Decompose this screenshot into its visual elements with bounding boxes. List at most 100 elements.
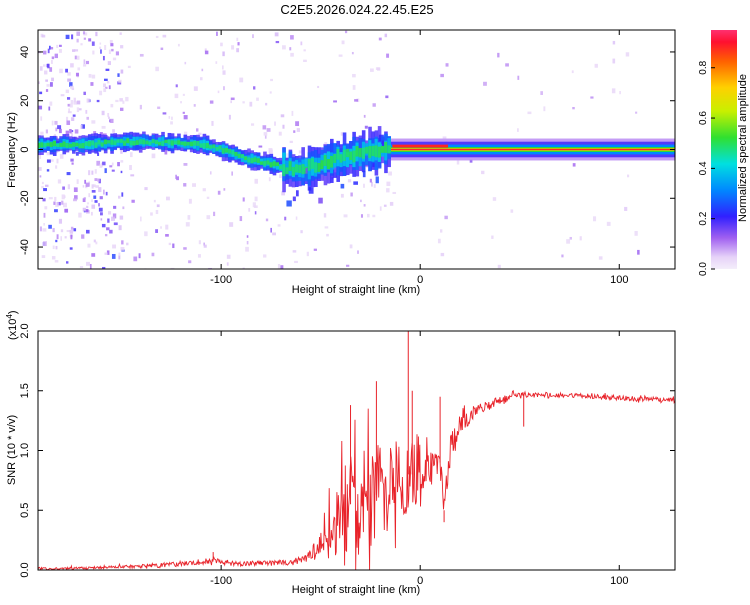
spec-ridge-cell-827 bbox=[212, 144, 216, 149]
spec-noise-cell-382 bbox=[369, 178, 372, 183]
spec-ridge-cell-851 bbox=[231, 150, 235, 155]
spec-noise-cell-504 bbox=[360, 199, 362, 203]
spec-noise-cell-177 bbox=[106, 80, 110, 84]
spec-noise-cell-318 bbox=[55, 165, 58, 169]
spec-noise-cell-396 bbox=[284, 216, 287, 221]
spec-noise-cell-203 bbox=[104, 168, 107, 174]
spec-noise-cell-470 bbox=[256, 97, 259, 101]
spec-noise-cell-525 bbox=[69, 103, 73, 108]
spec-noise-cell-415 bbox=[491, 235, 494, 239]
spec-noise-cell-557 bbox=[203, 244, 207, 248]
spec-noise-cell-593 bbox=[168, 242, 172, 246]
spec-noise-cell-366 bbox=[151, 252, 155, 257]
spec-noise-cell-185 bbox=[130, 174, 135, 177]
spec-noise-cell-423 bbox=[274, 121, 276, 126]
spec-noise-cell-59 bbox=[217, 90, 220, 94]
spec-noise-cell-590 bbox=[77, 67, 81, 71]
spec-ridge-cell-739 bbox=[142, 139, 146, 145]
spec-noise-cell-69 bbox=[162, 112, 167, 115]
spec-noise-cell-269 bbox=[115, 51, 120, 56]
spec-ridge-cell-1003 bbox=[345, 148, 350, 158]
spec-noise-cell-202 bbox=[263, 254, 267, 258]
spec-noise-cell-448 bbox=[245, 246, 249, 252]
spec-noise-cell-323 bbox=[338, 54, 343, 57]
spectrogram-ticks: -100 0 100 -40 -20 0 20 40 bbox=[19, 30, 675, 286]
spec-ridge-cell-981 bbox=[330, 155, 334, 168]
spec-ridge-cell-631 bbox=[56, 143, 60, 148]
spec-noise-cell-64 bbox=[285, 153, 289, 158]
spec-noise-cell-89 bbox=[50, 159, 54, 162]
spec-noise-cell-3 bbox=[118, 255, 121, 260]
spec-noise-cell-274 bbox=[204, 48, 207, 52]
spec-noise-cell-596 bbox=[386, 53, 390, 58]
snr-spikes bbox=[212, 331, 525, 560]
spec-noise-cell-235 bbox=[64, 208, 69, 213]
spec-noise-cell-392 bbox=[317, 85, 320, 89]
spec-ridge-cell-859 bbox=[237, 153, 242, 158]
spec-noise-cell-41 bbox=[69, 247, 73, 250]
spec-ridge-cell-960 bbox=[314, 162, 318, 173]
spec-ridge-cell-915 bbox=[282, 164, 286, 177]
spec-noise-cell-188 bbox=[67, 78, 72, 82]
spec-noise-cell-430 bbox=[41, 255, 46, 259]
spec-noise-cell-383 bbox=[440, 252, 445, 257]
spectrogram-panel: -100 0 100 -40 -20 0 20 40 Height of straight l… bbox=[6, 29, 676, 296]
spec-noise-cell-111 bbox=[88, 170, 91, 176]
spectrogram-ridge-layer bbox=[38, 126, 675, 207]
spec-ridge-cell-1037 bbox=[371, 145, 376, 157]
spec-ridge-cell-691 bbox=[103, 139, 108, 145]
spec-noise-cell-251 bbox=[174, 93, 179, 99]
spec-ridge-cell-671 bbox=[87, 141, 92, 147]
spec-noise-cell-260 bbox=[183, 163, 188, 166]
spec-noise-cell-263 bbox=[223, 188, 226, 191]
spec-noise-cell-384 bbox=[44, 206, 48, 210]
spec-ridge-cell-1061 bbox=[387, 145, 391, 154]
spec-ridge-cell-883 bbox=[256, 158, 261, 163]
spec-noise-cell-544 bbox=[46, 159, 51, 163]
spec-noise-cell-82 bbox=[282, 45, 286, 50]
cbar-tick-label-2: 0.4 bbox=[698, 161, 709, 175]
spec-noise-cell-398 bbox=[258, 145, 263, 148]
spec-ytick-label-3: 20 bbox=[19, 95, 31, 107]
spec-noise-cell-350 bbox=[117, 73, 120, 77]
spec-ytick-label-4: 40 bbox=[19, 46, 31, 58]
spec-noise-cell-79 bbox=[62, 186, 65, 190]
spec-ridge-cell-639 bbox=[62, 141, 67, 147]
spec-xtick-label-2: 100 bbox=[610, 274, 628, 286]
spec-ridge-cell-711 bbox=[119, 138, 124, 143]
spec-noise-cell-182 bbox=[290, 52, 294, 57]
spec-noise-cell-497 bbox=[97, 178, 100, 182]
spec-noise-cell-330 bbox=[104, 78, 108, 81]
spec-noise-cell-26 bbox=[60, 94, 65, 97]
spec-noise-cell-451 bbox=[162, 34, 167, 38]
spec-noise-cell-71 bbox=[43, 64, 46, 67]
spec-noise-cell-91 bbox=[182, 93, 185, 96]
spec-ridge-cell-969 bbox=[320, 160, 325, 170]
spec-noise-cell-406 bbox=[226, 262, 229, 266]
spec-noise-cell-192 bbox=[109, 39, 113, 44]
spec-noise-cell-133 bbox=[50, 46, 54, 50]
spec-ridge-cell-914 bbox=[282, 152, 286, 174]
spec-noise-cell-234 bbox=[228, 114, 231, 120]
spec-noise-cell-169 bbox=[85, 109, 88, 114]
spec-noise-cell-250 bbox=[55, 127, 58, 132]
spec-noise-cell-119 bbox=[117, 162, 120, 167]
spec-noise-cell-65 bbox=[296, 128, 300, 132]
spec-noise-cell-303 bbox=[222, 70, 226, 75]
spec-ridge-cell-891 bbox=[263, 160, 267, 166]
spec-noise-cell-232 bbox=[56, 201, 61, 206]
spec-noise-cell-75 bbox=[150, 212, 153, 216]
spec-noise-cell-363 bbox=[277, 224, 281, 227]
spec-noise-cell-354 bbox=[78, 212, 82, 218]
spec-noise-cell-236 bbox=[242, 101, 245, 104]
spec-ridge-cell-811 bbox=[199, 143, 204, 148]
spec-noise-cell-490 bbox=[155, 66, 159, 72]
spec-noise-cell-447 bbox=[101, 110, 105, 116]
spec-noise-cell-346 bbox=[85, 209, 89, 213]
spec-ridge-cell-699 bbox=[110, 139, 114, 145]
spec-noise-cell-358 bbox=[115, 99, 119, 103]
spec-noise-cell-38 bbox=[90, 211, 93, 216]
spec-noise-cell-391 bbox=[125, 96, 129, 102]
spec-noise-cell-602 bbox=[170, 267, 175, 269]
spec-ridge-cell-779 bbox=[173, 140, 178, 145]
